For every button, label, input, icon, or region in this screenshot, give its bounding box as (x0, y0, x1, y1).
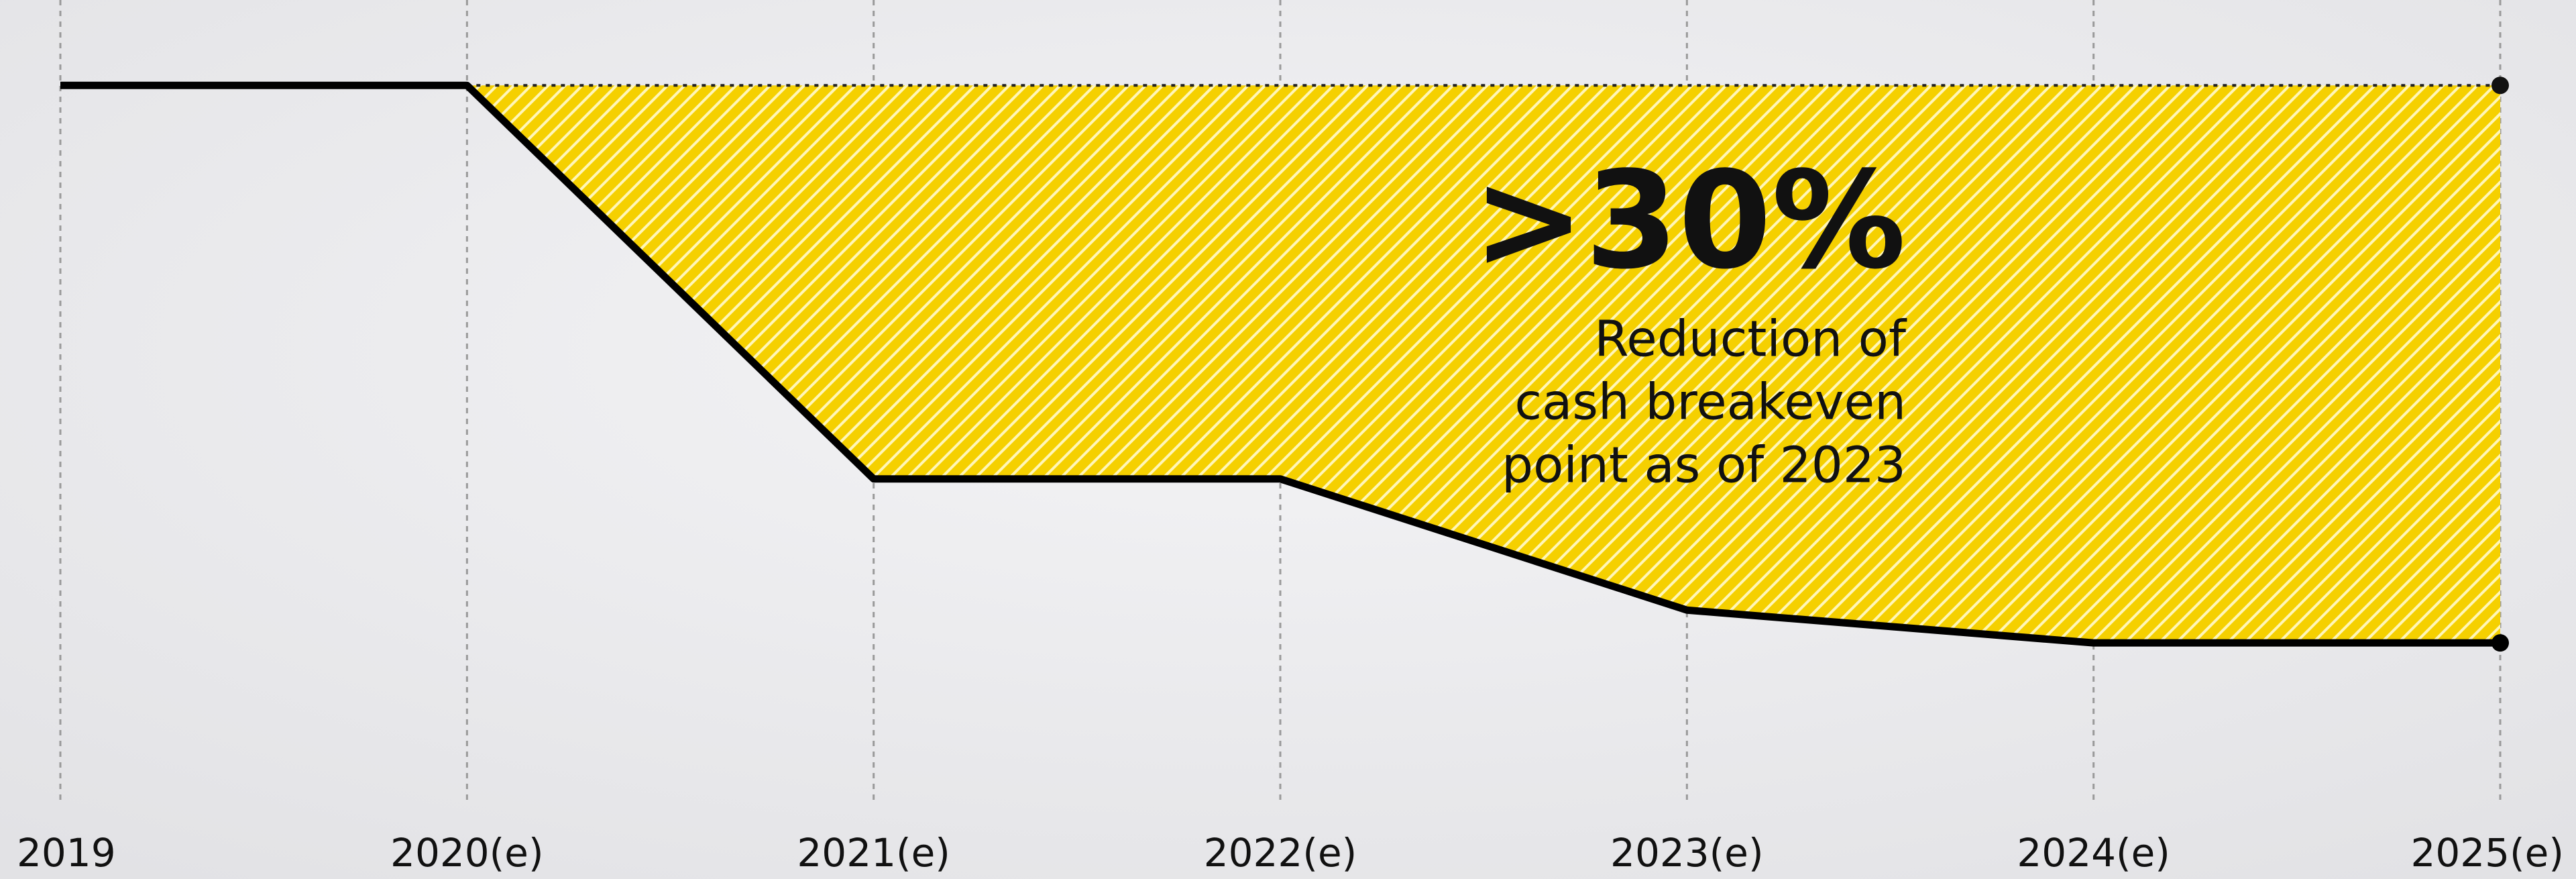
annotation-note: cash breakeven (1514, 374, 1906, 431)
plot: 2019 2020(e) 2021(e) 2022(e) 2023(e) 2024(e) 2… (17, 0, 2564, 876)
annotation-headline: >30% (1473, 143, 1906, 299)
x-tick-label: 2020(e) (390, 830, 544, 876)
line (60, 81, 2500, 647)
x-tick-label: 2024(e) (2017, 830, 2170, 876)
x-tick-label: 2023(e) (1610, 830, 1764, 876)
end-dot (2491, 634, 2509, 652)
x-tick-label: 2021(e) (797, 830, 950, 876)
reduction-area (467, 85, 2501, 643)
annotation-note: Reduction of (1594, 311, 1907, 368)
x-tick-label: 2025(e) (2410, 830, 2564, 876)
annotation-note: point as of 2023 (1502, 437, 1906, 495)
x-tick-label: 2019 (17, 830, 116, 876)
reference-end-dot (2491, 76, 2509, 95)
x-tick-label: 2022(e) (1204, 830, 1357, 876)
